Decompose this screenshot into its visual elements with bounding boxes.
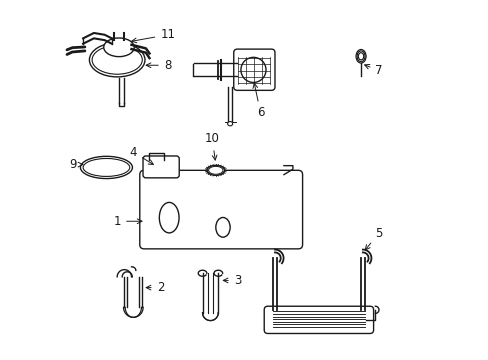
FancyBboxPatch shape [142,156,179,178]
Text: 7: 7 [364,64,382,77]
Ellipse shape [159,202,179,233]
Text: 5: 5 [365,226,382,250]
Ellipse shape [208,166,223,174]
Ellipse shape [89,43,144,77]
Text: 8: 8 [146,59,171,72]
Ellipse shape [80,156,132,179]
Text: 10: 10 [204,132,219,160]
Ellipse shape [241,57,265,82]
FancyBboxPatch shape [140,170,302,249]
Text: 6: 6 [252,84,264,120]
FancyBboxPatch shape [233,49,274,90]
Text: 2: 2 [146,281,164,294]
Text: 3: 3 [223,274,241,287]
Text: 1: 1 [113,215,142,228]
Ellipse shape [215,217,230,237]
FancyBboxPatch shape [264,306,373,333]
Ellipse shape [103,38,134,57]
Text: 4: 4 [129,146,153,165]
Text: 9: 9 [69,158,82,171]
Ellipse shape [206,165,224,175]
Ellipse shape [83,158,129,176]
Text: 11: 11 [131,28,175,43]
Ellipse shape [227,122,232,126]
Ellipse shape [92,45,142,74]
